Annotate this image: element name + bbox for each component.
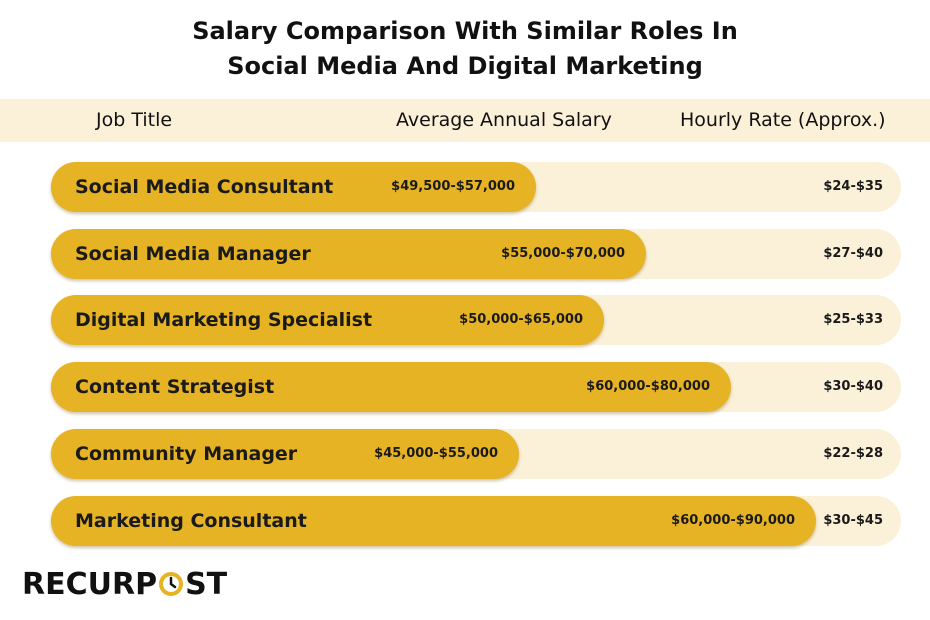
salary-range-label: $55,000-$70,000: [501, 246, 625, 261]
job-title-label: Marketing Consultant: [75, 510, 307, 532]
title-line-1: Salary Comparison With Similar Roles In: [192, 17, 738, 45]
logo-text-left: RECURP: [22, 567, 158, 602]
header-hourly-rate: Hourly Rate (Approx.): [680, 109, 886, 131]
table-header: Job Title Average Annual Salary Hourly R…: [0, 99, 930, 142]
salary-range-label: $49,500-$57,000: [391, 179, 515, 194]
title-line-2: Social Media And Digital Marketing: [227, 52, 703, 80]
job-title-label: Content Strategist: [75, 376, 275, 398]
hourly-rate-label: $24-$35: [823, 179, 883, 194]
salary-range-label: $60,000-$90,000: [671, 513, 795, 528]
chart-title: Salary Comparison With Similar Roles In …: [0, 14, 930, 84]
bar-row: Digital Marketing Specialist $50,000-$65,…: [51, 295, 901, 345]
hourly-rate-label: $27-$40: [823, 246, 883, 261]
salary-range-label: $50,000-$65,000: [459, 312, 583, 327]
salary-bar: [51, 162, 536, 212]
hourly-rate-label: $30-$45: [823, 513, 883, 528]
bar-row: Content Strategist $60,000-$80,000 $30-$40: [51, 362, 901, 412]
job-title-label: Community Manager: [75, 443, 298, 465]
header-job-title: Job Title: [96, 109, 173, 131]
logo-text-right: ST: [185, 567, 228, 602]
salary-bar: [51, 496, 816, 546]
clock-icon: [158, 569, 184, 596]
salary-bar: [51, 429, 519, 479]
bar-row: Social Media Manager $55,000-$70,000 $27-$…: [51, 229, 901, 279]
recurpost-logo: RECURP ST: [22, 566, 227, 604]
hourly-rate-label: $22-$28: [823, 446, 883, 461]
header-average-salary: Average Annual Salary: [396, 109, 612, 131]
bar-row: Marketing Consultant $60,000-$90,000 $30-$…: [51, 496, 901, 546]
salary-bar: [51, 295, 604, 345]
hourly-rate-label: $25-$33: [823, 312, 883, 327]
salary-range-label: $45,000-$55,000: [374, 446, 498, 461]
bar-row: Social Media Consultant $49,500-$57,000 $2…: [51, 162, 901, 212]
salary-bar: [51, 362, 731, 412]
bar-row: Community Manager $45,000-$55,000 $22-$28: [51, 429, 901, 479]
job-title-label: Social Media Consultant: [75, 176, 334, 198]
salary-range-label: $60,000-$80,000: [586, 379, 710, 394]
salary-bar: [51, 229, 646, 279]
job-title-label: Digital Marketing Specialist: [75, 309, 373, 331]
job-title-label: Social Media Manager: [75, 243, 311, 265]
hourly-rate-label: $30-$40: [823, 379, 883, 394]
